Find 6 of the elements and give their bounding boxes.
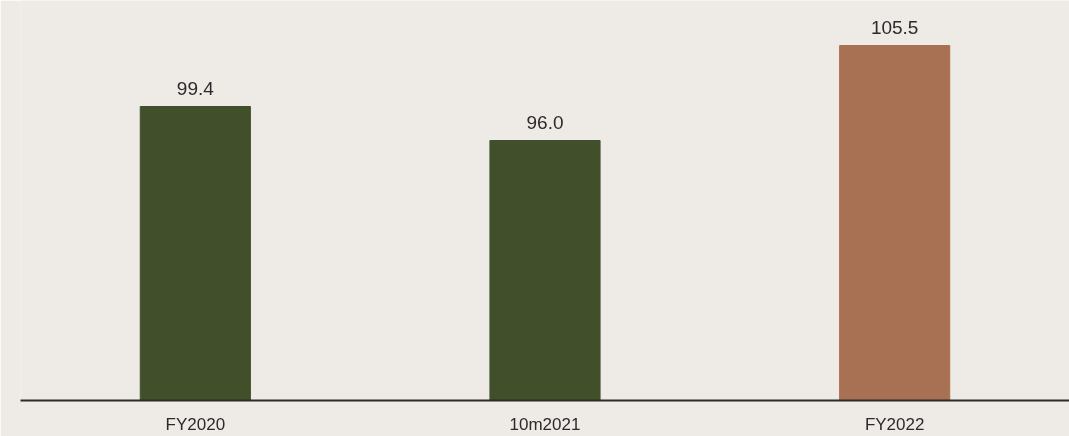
data-label: 96.0: [526, 111, 564, 133]
x-tick-label: FY2020: [165, 414, 226, 434]
data-label: 105.5: [870, 16, 919, 38]
x-tick-label: FY2022: [864, 414, 925, 434]
data-label: 99.4: [176, 77, 215, 99]
x-tick-label: 10m2021: [509, 414, 581, 434]
